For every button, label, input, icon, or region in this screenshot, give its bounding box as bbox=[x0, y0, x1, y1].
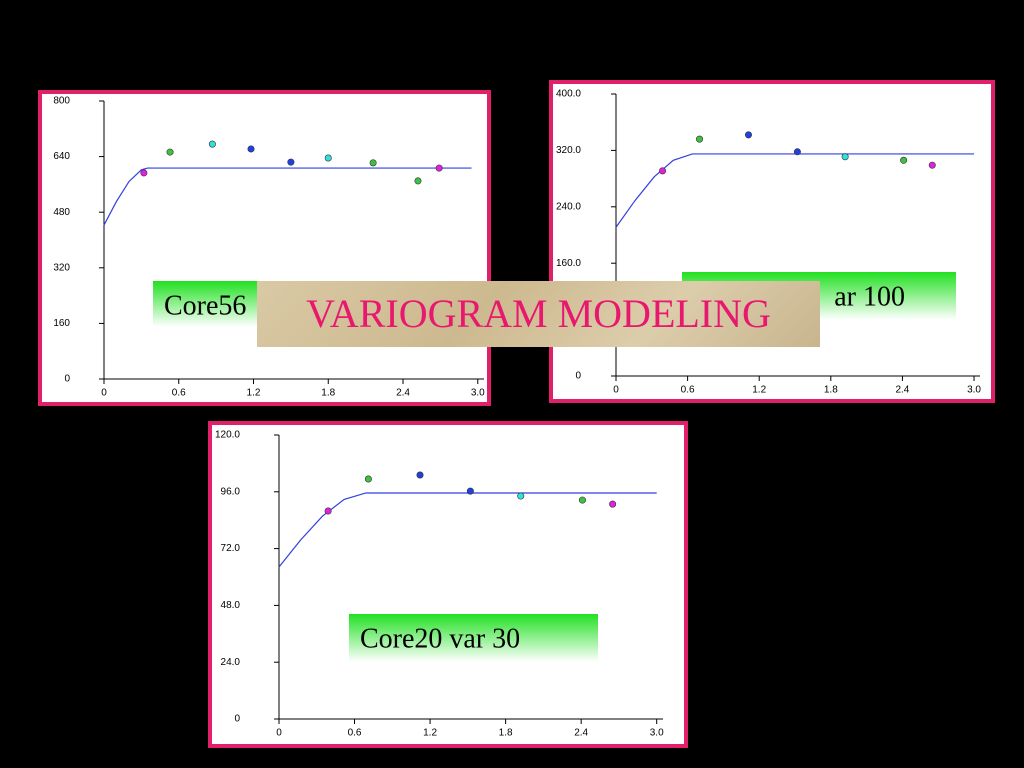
y-tick-label: 72.0 bbox=[221, 543, 241, 554]
data-point bbox=[247, 145, 255, 153]
data-point bbox=[744, 131, 752, 139]
x-tick-label: 1.8 bbox=[321, 388, 335, 399]
x-tick-label: 1.2 bbox=[752, 385, 766, 396]
y-tick-label: 24.0 bbox=[221, 657, 241, 668]
data-point bbox=[609, 500, 617, 508]
x-tick-label: 0 bbox=[276, 728, 282, 739]
data-point bbox=[696, 135, 704, 143]
y-tick-label: 240.0 bbox=[556, 201, 581, 212]
data-point bbox=[466, 487, 474, 495]
y-tick-label: 0 bbox=[575, 371, 581, 382]
model-line bbox=[103, 167, 472, 226]
chart-label: Core20 var 30 bbox=[360, 623, 520, 654]
y-tick-label: 0 bbox=[234, 714, 240, 725]
data-point bbox=[928, 161, 936, 169]
data-point bbox=[841, 153, 849, 161]
x-tick-label: 3.0 bbox=[967, 385, 981, 396]
y-tick-label: 320.0 bbox=[556, 145, 581, 156]
x-tick-label: 2.4 bbox=[574, 728, 588, 739]
chart-label: ar 100 bbox=[834, 281, 905, 312]
model-line bbox=[278, 492, 657, 568]
slide-title: VARIOGRAM MODELING bbox=[257, 281, 820, 347]
label-box bbox=[349, 614, 598, 662]
x-tick-label: 0.6 bbox=[172, 388, 186, 399]
data-point bbox=[416, 471, 424, 479]
x-tick-label: 0 bbox=[613, 385, 619, 396]
y-tick-label: 160.0 bbox=[556, 258, 581, 269]
x-tick-label: 1.2 bbox=[247, 388, 261, 399]
x-tick-label: 3.0 bbox=[471, 388, 485, 399]
data-point bbox=[208, 140, 216, 148]
data-point bbox=[369, 159, 377, 167]
data-point bbox=[166, 148, 174, 156]
x-tick-label: 1.2 bbox=[423, 728, 437, 739]
y-tick-label: 480 bbox=[53, 207, 70, 218]
data-point bbox=[900, 156, 908, 164]
data-point bbox=[364, 475, 372, 483]
y-tick-label: 96.0 bbox=[221, 486, 241, 497]
x-tick-label: 3.0 bbox=[650, 728, 664, 739]
y-tick-label: 48.0 bbox=[221, 600, 241, 611]
data-point bbox=[287, 158, 295, 166]
x-tick-label: 1.8 bbox=[499, 728, 513, 739]
data-point bbox=[140, 169, 148, 177]
x-tick-label: 1.8 bbox=[824, 385, 838, 396]
data-point bbox=[793, 148, 801, 156]
data-point bbox=[414, 177, 422, 185]
y-tick-label: 0 bbox=[64, 374, 70, 385]
chart-frame bbox=[38, 90, 491, 406]
chart-frame bbox=[208, 421, 688, 748]
x-tick-label: 0 bbox=[101, 388, 107, 399]
y-tick-label: 120.0 bbox=[215, 430, 240, 441]
chart-label: Core56 bbox=[164, 290, 246, 321]
x-tick-label: 0.6 bbox=[681, 385, 695, 396]
data-point bbox=[578, 496, 586, 504]
x-tick-label: 2.4 bbox=[396, 388, 410, 399]
x-tick-label: 0.6 bbox=[348, 728, 362, 739]
y-tick-label: 800 bbox=[53, 96, 70, 107]
data-point bbox=[435, 164, 443, 172]
y-tick-label: 640 bbox=[53, 151, 70, 162]
data-point bbox=[324, 154, 332, 162]
y-tick-label: 160 bbox=[53, 318, 70, 329]
data-point bbox=[324, 507, 332, 515]
x-tick-label: 2.4 bbox=[895, 385, 909, 396]
y-tick-label: 320 bbox=[53, 262, 70, 273]
data-point bbox=[517, 492, 525, 500]
y-tick-label: 400.0 bbox=[556, 89, 581, 100]
data-point bbox=[659, 167, 667, 175]
chart-frame bbox=[549, 80, 995, 403]
